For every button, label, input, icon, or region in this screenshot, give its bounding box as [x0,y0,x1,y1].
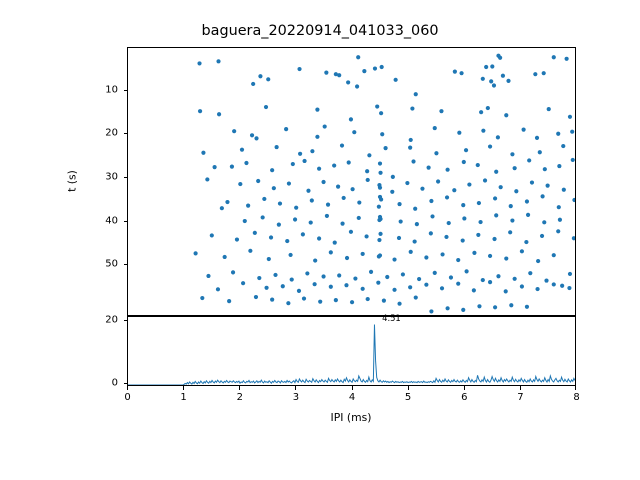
figure-title: baguera_20220914_041033_060 [201,23,439,39]
hist-ytick-0 [123,382,127,384]
histogram-line-layer [128,317,575,385]
hist-xtick-4 [351,386,353,390]
hist-xticklabel-4: 4 [348,392,356,403]
scatter-points-layer [193,53,575,314]
scatter-ytick-10 [123,89,127,91]
scatter-ylabel: t (s) [65,170,79,192]
hist-xticklabel-7: 7 [517,392,524,403]
hist-xtick-2 [239,386,241,390]
hist-xticklabel-8: 8 [573,392,580,403]
hist-ytick-20 [123,319,127,321]
scatter-yticklabel-20: 20 [105,127,118,139]
hist-xtick-0 [127,386,128,390]
hist-xtick-6 [463,386,465,390]
hist-xticklabel-6: 6 [461,392,468,403]
hist-yticklabel-20: 20 [105,314,118,326]
scatter-axes [127,47,576,316]
histogram-axes [127,316,576,386]
scatter-yticklabel-50: 50 [105,258,118,270]
histogram-xlabel: IPI (ms) [330,411,372,424]
scatter-yticklabel-30: 30 [105,171,118,183]
hist-xticklabel-5: 5 [404,392,412,403]
hist-xtick-5 [407,386,409,390]
hist-xticklabel-0: 0 [124,392,131,403]
scatter-ytick-40 [123,220,127,222]
scatter-ytick-30 [123,176,127,178]
scatter-ytick-20 [123,132,127,134]
scatter-ytick-50 [123,263,127,265]
peak-value-annotation: 4.51 [382,313,401,323]
scatter-yticklabel-10: 10 [105,84,118,96]
hist-yticklabel-0: 0 [111,377,118,389]
hist-xticklabel-2: 2 [236,392,243,403]
hist-xticklabel-1: 1 [180,392,187,403]
hist-xticklabel-3: 3 [292,392,300,403]
scatter-yticklabel-40: 40 [105,215,118,227]
hist-xtick-1 [183,386,185,390]
hist-xtick-3 [295,386,297,390]
hist-xtick-7 [519,386,521,390]
hist-xtick-8 [575,386,576,390]
